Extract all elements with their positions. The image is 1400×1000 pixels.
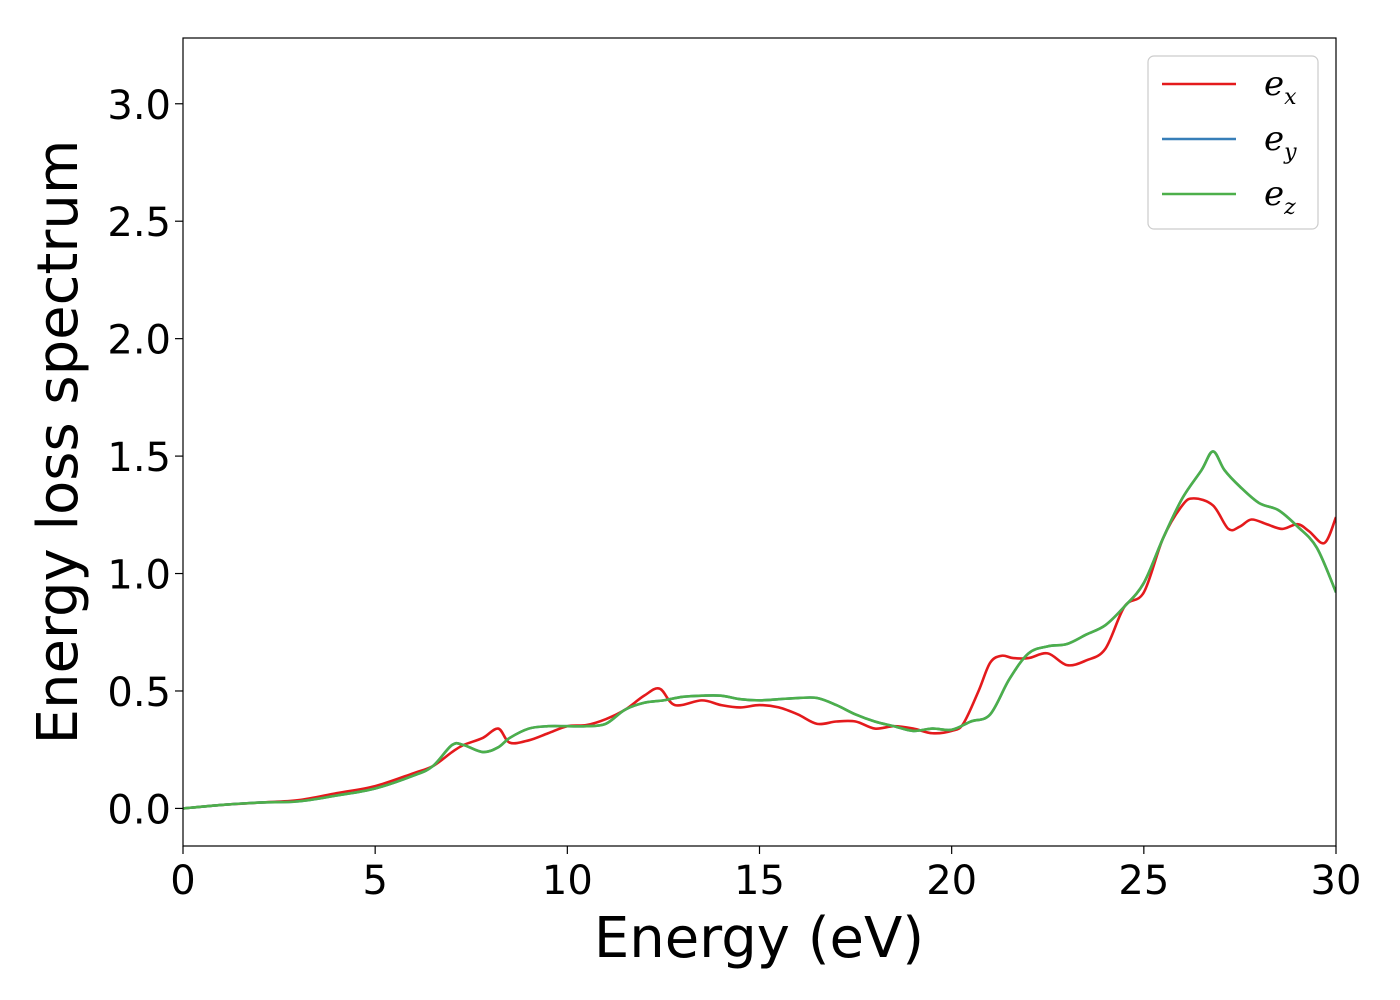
x-tick-label: 15 xyxy=(734,858,785,904)
x-tick-label: 5 xyxy=(362,858,387,904)
legend: ex ey ez xyxy=(1147,55,1319,230)
x-tick-label: 30 xyxy=(1311,858,1362,904)
series-layer xyxy=(183,450,1336,810)
x-tick-label: 10 xyxy=(542,858,593,904)
y-tick-label: 0.0 xyxy=(107,787,171,833)
y-axis: 0.0 0.5 1.0 1.5 2.0 2.5 3.0 xyxy=(107,83,183,833)
y-tick-label: 1.0 xyxy=(107,553,171,599)
legend-items: ex ey ez xyxy=(1162,64,1297,220)
legend-label-x: ex xyxy=(1264,64,1297,110)
y-tick-label: 1.5 xyxy=(107,435,171,481)
x-axis-label: Energy (eV) xyxy=(594,906,924,971)
x-tick-label: 20 xyxy=(926,858,977,904)
x-tick-label: 25 xyxy=(1118,858,1169,904)
legend-label-y: ey xyxy=(1264,119,1297,165)
x-tick-label: 0 xyxy=(170,858,195,904)
y-tick-label: 3.0 xyxy=(107,83,171,129)
y-axis-label: Energy loss spectrum xyxy=(26,140,91,745)
y-tick-label: 2.5 xyxy=(107,200,171,246)
legend-frame xyxy=(1147,55,1319,230)
legend-label-z: ez xyxy=(1264,174,1296,220)
x-axis: 0 5 10 15 20 25 30 xyxy=(170,846,1361,904)
y-tick-label: 2.0 xyxy=(107,318,171,364)
series-line-e-y xyxy=(183,450,1336,810)
series-line-e-x xyxy=(183,497,1336,810)
y-tick-label: 0.5 xyxy=(107,670,171,716)
series-line-e-z xyxy=(183,450,1336,810)
